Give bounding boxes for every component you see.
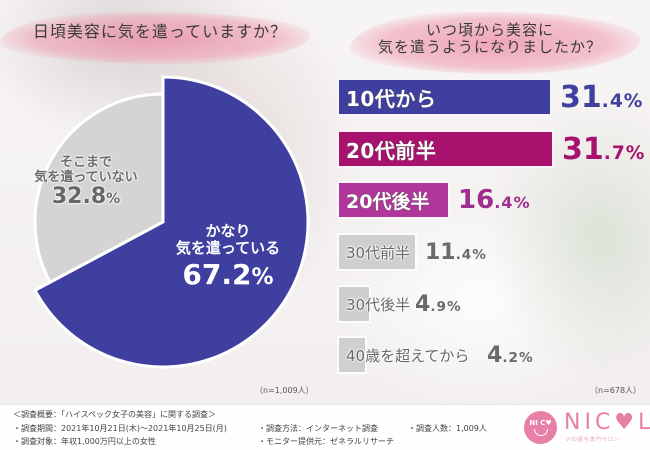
logo-smile-icon: NI C♥ — [524, 411, 557, 444]
gray-label-line1: そこまで — [59, 155, 112, 170]
pie-label-not-careful: そこまで 気を遣っていない 32.8% — [22, 155, 150, 210]
pie-slice-very-careful — [33, 75, 310, 369]
survey-target: ・調査対象：年収1,000万円以上の女性 — [13, 437, 156, 446]
left-chart-title: 日頃美容に気を遣っていますか？ — [32, 22, 288, 41]
pie-slice-not-careful — [33, 92, 165, 285]
bar-label: 20代前半 — [346, 138, 437, 163]
blue-label-line1: かなり — [205, 222, 251, 240]
bar-early-20s: 20代前半 — [337, 130, 554, 168]
blue-label-line2: 気を遣っている — [175, 238, 281, 257]
bar-label: 30代前半 — [346, 243, 411, 262]
survey-provider: ・モニター提供元：ゼネラルリサーチ — [258, 437, 394, 446]
right-chart-title: いつ頃から美容に 気を遣うようになりましたか？ — [345, 21, 635, 57]
blue-percent: 67.2% — [182, 257, 274, 291]
bar-value: 31.7% — [562, 131, 646, 167]
bar-label: 10代から — [346, 86, 437, 111]
bar-row: 30代前半 11.4% — [337, 233, 487, 271]
logo-circle-text: NI C♥ — [529, 419, 552, 427]
bar-early-30s: 30代前半 — [337, 233, 417, 271]
bar-value: 16.4% — [458, 185, 531, 215]
survey-count: ・調査人数：1,009人 — [408, 424, 487, 433]
gray-label-line2: 気を遣っていない — [34, 169, 138, 185]
bar-value: 4.9% — [415, 291, 462, 317]
bar-label: 30代後半 — [346, 295, 411, 314]
survey-period: ・調査期間：2021年10月21日(木)～2021年10月25日(月) — [13, 424, 227, 433]
smile-icon — [533, 429, 548, 436]
bar-label: 20代後半 — [346, 190, 430, 213]
bar-row: 10代から 31.4% — [337, 78, 643, 116]
bar-value: 31.4% — [560, 79, 644, 115]
title-brush-right — [350, 12, 640, 74]
bar-row: 20代後半 16.4% — [337, 181, 531, 219]
logo-wordmark: NIC♥L — [564, 410, 650, 435]
bar-row: 20代前半 31.7% — [337, 130, 645, 168]
bar-over-40: 40歳を超えてから — [337, 336, 469, 374]
bar-late-30s: 30代後半 — [337, 285, 410, 323]
bar-value: 4.2% — [487, 342, 534, 368]
bar-row: 30代後半 4.9% — [337, 285, 462, 323]
right-sample-size: （n=678人） — [590, 386, 642, 395]
left-sample-size: （n=1,009人） — [255, 386, 314, 395]
gray-percent: 32.8% — [51, 184, 121, 210]
bar-10s: 10代から — [337, 78, 552, 116]
pie-label-very-careful: かなり 気を遣っている 67.2% — [148, 223, 308, 290]
pie-chart — [33, 75, 310, 369]
survey-title: ＜調査概要：「ハイスペック女子の美容」に関する調査＞ — [13, 410, 217, 419]
bar-value: 11.4% — [425, 239, 487, 265]
right-title-line2: 気を遣うようになりましたか？ — [377, 38, 602, 57]
right-title-line1: いつ頃から美容に — [425, 21, 554, 39]
bar-row: 40歳を超えてから 4.2% — [337, 336, 534, 374]
bar-label: 40歳を超えてから — [346, 346, 470, 365]
logo-subtext: VIO脱毛専門サロン — [566, 437, 620, 443]
survey-method: ・調査方法：インターネット調査 — [258, 424, 378, 433]
nicol-logo: NI C♥ NIC♥L VIO脱毛専門サロン — [524, 409, 650, 447]
title-brush-left — [0, 12, 310, 64]
bar-late-20s: 20代後半 — [337, 181, 450, 219]
